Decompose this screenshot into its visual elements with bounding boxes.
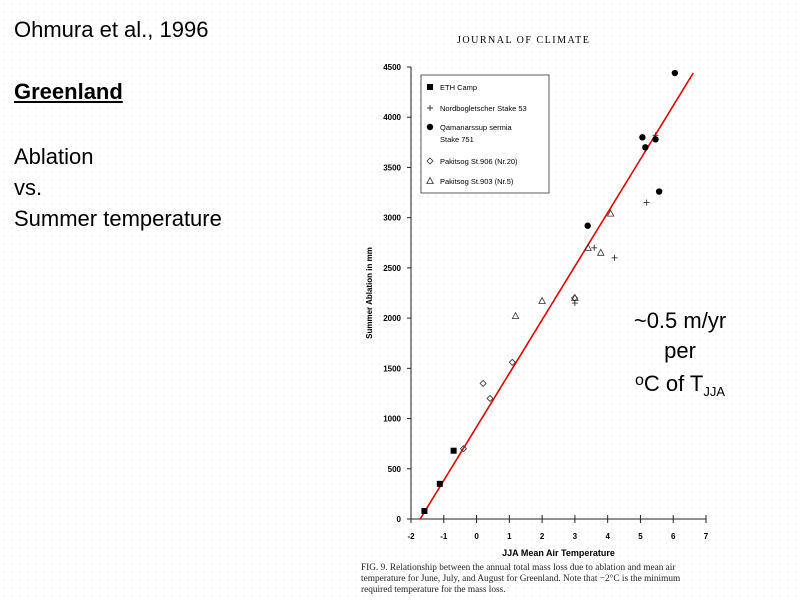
legend-marker <box>426 157 434 165</box>
y-tick-label: 500 <box>388 465 402 474</box>
x-tick-label: 3 <box>573 532 578 541</box>
topic-text: Ablation vs. Summer temperature <box>14 141 222 234</box>
slide-title: Ohmura et al., 1996 <box>14 17 209 42</box>
x-tick-label: 6 <box>671 532 676 541</box>
x-tick-label: -1 <box>440 532 448 541</box>
x-tick-label: 0 <box>474 532 479 541</box>
data-point <box>486 394 494 403</box>
legend-marker <box>426 123 434 131</box>
data-point <box>591 244 598 251</box>
legend-label: ETH Camp <box>440 83 477 92</box>
data-point <box>596 248 605 256</box>
data-point <box>508 358 516 366</box>
annotation-line3: oC of TJJA <box>600 366 760 407</box>
annotation-subscript: JJA <box>703 384 726 399</box>
legend-marker <box>426 176 434 184</box>
legend-label: Nordbogletscher Stake 53 <box>440 104 527 113</box>
y-tick-label: 1000 <box>383 415 401 424</box>
data-point <box>643 199 650 206</box>
data-point <box>584 222 591 229</box>
data-point <box>606 209 615 217</box>
data-point <box>642 144 649 151</box>
data-point <box>538 296 546 304</box>
legend-label: Qamanarssup sermia <box>440 123 513 132</box>
data-point <box>611 254 618 261</box>
figure-caption: FIG. 9. Relationship between the annual … <box>361 563 681 595</box>
slope-annotation: ~0.5 m/yr per oC of TJJA <box>600 306 760 407</box>
journal-header: JOURNAL OF CLIMATE <box>457 35 591 46</box>
data-point <box>571 293 579 301</box>
x-tick-label: 7 <box>704 532 709 541</box>
data-point <box>459 445 468 453</box>
legend-marker <box>427 84 433 90</box>
data-point <box>652 136 659 143</box>
data-point <box>421 507 428 514</box>
data-point <box>479 379 487 387</box>
y-tick-label: 4000 <box>383 113 401 122</box>
data-point <box>436 480 443 487</box>
annotation-unit: C of T <box>643 371 704 396</box>
y-tick-label: 3000 <box>383 214 401 223</box>
topic-line: vs. <box>14 175 43 200</box>
annotation-line2: per <box>664 338 696 363</box>
x-tick-label: 2 <box>540 532 545 541</box>
y-tick-label: 3500 <box>383 163 401 172</box>
data-point <box>450 447 457 454</box>
region-heading: Greenland <box>14 79 123 104</box>
data-point <box>511 311 520 320</box>
data-point <box>655 188 663 195</box>
x-tick-label: -2 <box>407 532 415 541</box>
x-tick-label: 1 <box>507 532 512 541</box>
y-tick-label: 2000 <box>383 314 401 323</box>
data-point <box>584 243 592 251</box>
degree-sign: o <box>634 372 644 389</box>
legend-box <box>420 74 550 194</box>
x-tick-label: 4 <box>605 532 610 541</box>
x-axis-label: JJA Mean Air Temperature <box>502 548 615 558</box>
data-point <box>671 69 679 77</box>
topic-line: Ablation <box>14 144 94 169</box>
legend-label: Pakitsog St.906 (Nr.20) <box>440 157 518 166</box>
legend-label: Pakitsog St.903 (Nr.5) <box>440 177 514 186</box>
topic-line: Summer temperature <box>14 206 222 231</box>
y-tick-label: 0 <box>397 515 402 524</box>
legend-marker <box>427 105 433 111</box>
data-point <box>639 134 646 141</box>
y-tick-label: 1500 <box>383 364 401 373</box>
legend-label: Stake 751 <box>440 135 474 144</box>
x-tick-label: 5 <box>638 532 643 541</box>
y-axis-label: Summer Ablation in mm <box>365 247 374 339</box>
y-tick-label: 2500 <box>383 264 401 273</box>
y-tick-label: 4500 <box>383 63 401 72</box>
annotation-line1: ~0.5 m/yr <box>633 308 727 333</box>
